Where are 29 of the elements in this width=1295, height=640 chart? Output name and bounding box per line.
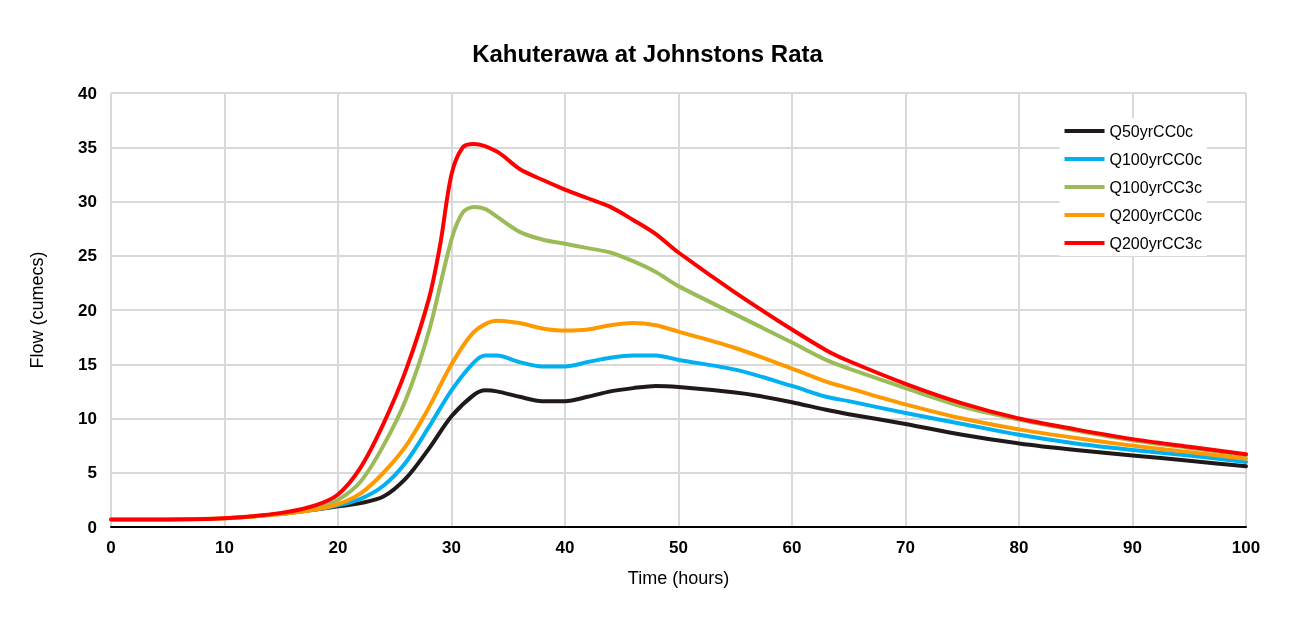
x-tick-label: 90 xyxy=(1123,538,1142,557)
y-tick-label: 25 xyxy=(78,246,97,266)
y-tick-label: 40 xyxy=(78,83,97,103)
y-tick-label: 10 xyxy=(78,409,97,428)
x-tick-label: 30 xyxy=(442,538,461,557)
legend-label: Q100yrCC3c xyxy=(1109,178,1203,196)
x-axis-title: Time (hours) xyxy=(627,568,730,588)
y-axis-title: Flow (cumecs) xyxy=(27,251,47,369)
x-tick-label: 80 xyxy=(1009,538,1029,557)
y-tick-label: 35 xyxy=(78,137,97,157)
x-tick-label: 100 xyxy=(1231,538,1261,557)
line-series xyxy=(109,142,1248,522)
chart-title: Kahuterawa at Johnstons Rata xyxy=(472,39,824,67)
x-tick-label: 70 xyxy=(896,538,915,557)
x-tick-label: 10 xyxy=(215,538,234,557)
x-tick-label: 60 xyxy=(782,538,802,557)
y-tick-label: 0 xyxy=(87,517,97,537)
legend-label: Q100yrCC0c xyxy=(1109,150,1203,168)
x-tick-label: 0 xyxy=(106,538,116,557)
y-tick-label: 5 xyxy=(87,463,97,483)
x-tick-label: 50 xyxy=(669,538,688,557)
x-tick-label: 20 xyxy=(328,538,348,557)
y-tick-label: 30 xyxy=(78,192,97,211)
x-tick-label: 40 xyxy=(555,538,575,557)
y-tick-label: 20 xyxy=(78,300,97,320)
legend-label: Q200yrCC0c xyxy=(1109,206,1203,224)
legend-label: Q50yrCC0c xyxy=(1109,122,1194,140)
y-tick-label: 15 xyxy=(78,354,97,374)
legend-label: Q200yrCC3c xyxy=(1109,234,1203,252)
